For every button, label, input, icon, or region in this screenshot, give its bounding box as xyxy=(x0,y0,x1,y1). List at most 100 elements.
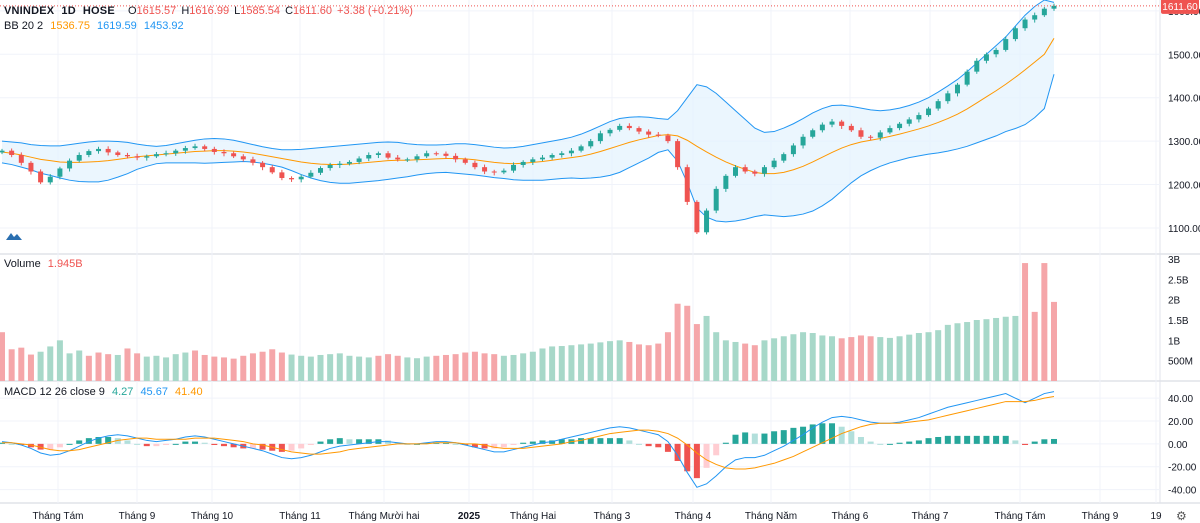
volume-bar xyxy=(56,340,63,381)
macd-histogram-bar xyxy=(249,443,256,449)
time-tick-label: Tháng 9 xyxy=(1082,511,1119,522)
macd-legend[interactable]: MACD 12 26 close 9 4.27 45.67 41.40 xyxy=(4,386,207,398)
candle-body xyxy=(655,134,661,136)
candle-body xyxy=(684,167,690,202)
candle-body xyxy=(424,153,430,157)
volume-bar xyxy=(85,355,92,381)
candle-body xyxy=(665,135,671,142)
macd-histogram-bar xyxy=(973,435,980,444)
candle-body xyxy=(317,168,323,173)
macd-histogram-bar xyxy=(8,443,15,445)
candle-body xyxy=(568,150,574,154)
candle-body xyxy=(790,145,796,155)
macd-histogram-bar xyxy=(684,443,691,472)
bb-fill xyxy=(2,0,1054,222)
macd-tick-label: 0.00 xyxy=(1168,440,1188,451)
macd-histogram-bar xyxy=(539,440,546,444)
price-tick-label: 1100.00 xyxy=(1168,224,1200,235)
candle-body xyxy=(269,167,275,173)
main-legend: VNINDEX 1D HOSE O1615.57 H1616.99 L1585.… xyxy=(4,5,417,17)
volume-bar xyxy=(684,305,691,381)
macd-histogram-bar xyxy=(18,443,25,445)
candle-body xyxy=(723,175,729,189)
volume-bar xyxy=(510,354,517,381)
volume-bar xyxy=(896,336,903,381)
macd-histogram-bar xyxy=(1031,441,1038,444)
last-price-tag-bg xyxy=(1161,0,1199,14)
volume-bar xyxy=(47,346,54,381)
price-tick-label: 1300.00 xyxy=(1168,137,1200,148)
candle-body xyxy=(897,123,903,129)
macd-histogram-bar xyxy=(771,431,778,444)
macd-histogram-bar xyxy=(356,439,363,444)
candle-body xyxy=(704,210,710,233)
volume-bar xyxy=(751,345,758,381)
macd-histogram-bar xyxy=(134,443,141,445)
volume-bar xyxy=(394,355,401,381)
candle-body xyxy=(559,153,565,156)
macd-histogram-bar xyxy=(925,438,932,444)
volume-bar xyxy=(520,353,527,381)
time-axis[interactable]: Tháng Tám Tháng 9 Tháng 10 Tháng 11 Tháng Mư… xyxy=(33,511,1162,522)
volume-bar xyxy=(385,354,392,381)
volume-bar xyxy=(597,342,604,381)
volume-bar xyxy=(925,332,932,381)
macd-histogram-bar xyxy=(857,437,864,444)
macd-histogram-bar xyxy=(578,438,585,444)
volume-bar xyxy=(404,357,411,381)
volume-legend[interactable]: Volume 1.945B xyxy=(4,258,87,270)
macd-histogram-bar xyxy=(558,439,565,444)
volume-bar xyxy=(307,356,314,381)
time-tick-label: Tháng Năm xyxy=(745,511,797,522)
interval[interactable]: 1D xyxy=(61,5,76,17)
gear-icon[interactable]: ⚙ xyxy=(1176,509,1187,523)
volume-bar xyxy=(558,346,565,381)
candle-body xyxy=(511,164,517,171)
candle-body xyxy=(954,84,960,94)
macd-histogram-bar xyxy=(163,443,170,445)
ohlc-open: O1615.57 xyxy=(127,5,177,17)
price-change: +3.38 (+0.21%) xyxy=(337,5,413,17)
candle-body xyxy=(28,162,34,172)
candle-body xyxy=(752,171,758,174)
volume-bar xyxy=(674,303,681,381)
volume-bar xyxy=(336,353,343,381)
candle-body xyxy=(0,150,5,153)
macd-histogram-bar xyxy=(935,437,942,444)
macd-tick-label: -20.00 xyxy=(1168,463,1197,474)
macd-histogram-bar xyxy=(365,439,372,444)
volume-tick-label: 3B xyxy=(1168,255,1181,266)
candle-body xyxy=(337,163,343,165)
volume-bar xyxy=(124,348,131,381)
volume-bar xyxy=(1022,263,1029,381)
macd-histogram-bar xyxy=(182,441,189,444)
volume-bar xyxy=(1002,316,1009,381)
macd-histogram-bar xyxy=(877,443,884,445)
volume-bar xyxy=(249,353,256,381)
bb-legend[interactable]: BB 20 2 1536.75 1619.59 1453.92 xyxy=(4,20,188,32)
tradingview-logo-icon[interactable] xyxy=(5,229,23,243)
candle-body xyxy=(877,132,883,138)
exchange: HOSE xyxy=(82,5,115,17)
volume-bar xyxy=(539,348,546,381)
macd-histogram-bar xyxy=(27,443,34,448)
macd-histogram-bar xyxy=(1012,440,1019,444)
candle-body xyxy=(906,119,912,124)
bb-label: BB 20 2 xyxy=(4,20,44,32)
macd-histogram-bar xyxy=(124,440,131,444)
candle-body xyxy=(993,49,999,55)
volume-bar xyxy=(857,335,864,381)
candle-body xyxy=(231,153,237,157)
macd-histogram-bar xyxy=(761,433,768,444)
volume-bar xyxy=(491,354,498,381)
volume-bar xyxy=(172,354,179,381)
candle-body xyxy=(153,154,159,157)
macd-histogram-bar xyxy=(819,423,826,444)
symbol-name[interactable]: VNINDEX xyxy=(4,5,55,17)
candle-body xyxy=(57,168,63,177)
volume-bar xyxy=(18,347,25,381)
macd-histogram-bar xyxy=(211,443,218,445)
macd-series xyxy=(0,391,1057,488)
macd-histogram-bar xyxy=(500,443,507,448)
